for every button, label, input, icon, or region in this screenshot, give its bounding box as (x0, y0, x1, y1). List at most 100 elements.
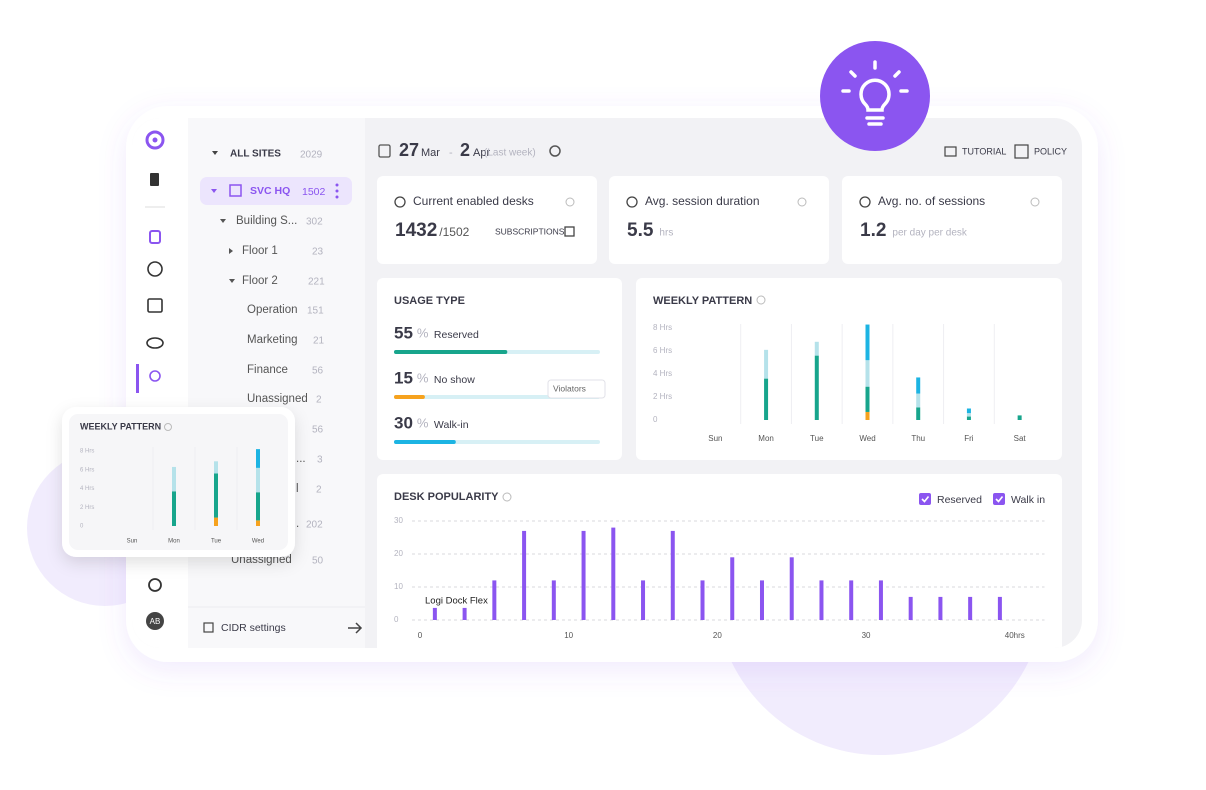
nav-icon[interactable] (150, 173, 159, 186)
x-tick-label: 10 (564, 631, 573, 640)
expand-arrow[interactable] (211, 189, 217, 193)
tree-item-count: 56 (312, 425, 324, 436)
bar-segment (256, 492, 260, 521)
filter-checkbox[interactable] (993, 493, 1005, 505)
bar-segment (214, 461, 218, 474)
tree-item-count: 2 (316, 395, 322, 406)
tree-item-label[interactable]: . (296, 518, 299, 530)
settings-icon[interactable] (148, 578, 162, 592)
chart-title: WEEKLY PATTERN (653, 295, 752, 307)
tree-item-label[interactable]: Floor 2 (242, 275, 278, 287)
tree-item-label[interactable]: Marketing (247, 334, 298, 346)
cidr-settings[interactable]: CIDR settings (221, 622, 286, 634)
tree-item-count: 2 (316, 485, 322, 496)
x-tick-label: Sun (127, 539, 138, 545)
x-tick-label: 20 (713, 631, 722, 640)
usage-unit: % (417, 325, 429, 340)
settings-icon[interactable] (549, 145, 561, 157)
calendar-icon[interactable] (378, 144, 391, 158)
menu-dot[interactable] (335, 183, 339, 187)
tree-item-label[interactable]: Floor 1 (242, 245, 278, 257)
icon-rail (132, 118, 188, 648)
bar-segment (814, 341, 819, 356)
nav-icon[interactable] (149, 370, 161, 382)
info-icon[interactable] (565, 197, 575, 207)
bar-segment (256, 449, 260, 468)
nav-icon[interactable] (149, 230, 161, 244)
bulb-icon (841, 60, 909, 126)
policy-icon (1014, 144, 1029, 159)
info-icon[interactable] (1030, 197, 1040, 207)
bar-segment (172, 466, 176, 492)
expand-arrow[interactable] (229, 248, 233, 254)
expand-arrow[interactable] (229, 279, 235, 283)
tree-item-label[interactable]: Operation (247, 304, 298, 316)
x-tick-label: 30 (862, 631, 871, 640)
menu-dot[interactable] (335, 189, 339, 193)
tree-item-label[interactable]: l (296, 483, 299, 495)
x-tick-label: Wed (252, 539, 264, 545)
filter-label[interactable]: Reserved (937, 494, 982, 506)
bar (789, 557, 794, 620)
tooltip: Logi Dock Flex (425, 596, 488, 607)
nav-icon[interactable] (147, 261, 163, 277)
tree-item-label[interactable]: Unassigned (247, 393, 308, 405)
mini-card-inner (69, 414, 288, 550)
usage-label: Walk-in (434, 419, 469, 431)
filter-label[interactable]: Walk in (1011, 494, 1045, 506)
x-tick-label: Wed (859, 434, 875, 443)
y-tick-label: 0 (394, 615, 399, 624)
bar-segment (916, 393, 921, 408)
logo[interactable] (145, 130, 165, 150)
bar-segment (966, 408, 971, 414)
info-icon[interactable] (502, 492, 512, 502)
info-icon[interactable] (164, 423, 172, 431)
tree-root-label[interactable]: ALL SITES (230, 149, 281, 160)
date-start-month: Mar (421, 147, 440, 159)
tutorial-button[interactable]: TUTORIAL (962, 146, 1006, 156)
x-tick-label: Sat (1014, 434, 1027, 443)
avatar[interactable] (146, 612, 164, 630)
x-tick-label: Mon (758, 434, 774, 443)
date-note: (Last week) (484, 148, 536, 159)
kpi-title: Avg. session duration (645, 194, 760, 208)
date-separator: - (449, 147, 453, 159)
info-icon[interactable] (797, 197, 807, 207)
tree-item-label[interactable]: Finance (247, 364, 288, 376)
tree-item-label[interactable]: Building S... (236, 215, 297, 227)
y-tick-label: 20 (394, 549, 403, 558)
x-tick-label: Tue (211, 539, 222, 545)
tree-item-label[interactable]: Unassigned (231, 554, 292, 566)
bar (462, 606, 467, 620)
info-icon[interactable] (756, 295, 766, 305)
kpi-link[interactable]: SUBSCRIPTIONS (495, 226, 565, 236)
usage-value: 55 (394, 323, 413, 342)
policy-button[interactable]: POLICY (1034, 146, 1067, 156)
filter-checkbox[interactable] (919, 493, 931, 505)
bar (730, 557, 735, 620)
bar-segment (916, 377, 921, 394)
selected-row[interactable] (200, 177, 352, 205)
usage-label: No show (434, 374, 475, 386)
kpi-title: Avg. no. of sessions (878, 194, 985, 208)
usage-label: Reserved (434, 329, 479, 341)
weekly-chart: 0 2 Hrs 4 Hrs 6 Hrs 8 Hrs Sun Mon Tue Wed Thu Fri S… (653, 323, 1026, 443)
tree-item-label[interactable]: ... (296, 453, 306, 465)
expand-arrow[interactable] (220, 219, 226, 223)
bar (938, 596, 943, 620)
x-tick-label: Sun (708, 434, 722, 443)
expand-arrow[interactable] (212, 151, 218, 155)
chart-title: WEEKLY PATTERN (80, 421, 161, 431)
popularity-card (377, 474, 1062, 648)
nav-icon[interactable] (146, 337, 164, 349)
cidr-icon (203, 622, 214, 633)
nav-icon[interactable] (147, 298, 163, 313)
menu-dot[interactable] (335, 195, 339, 199)
violators-button[interactable] (547, 379, 606, 399)
y-tick-label: 6 Hrs (80, 467, 94, 473)
bar-segment (814, 355, 819, 420)
arrow-icon[interactable] (348, 622, 363, 634)
tree-site-label[interactable]: SVC HQ (250, 185, 290, 197)
x-tick-label: Mon (168, 539, 180, 545)
